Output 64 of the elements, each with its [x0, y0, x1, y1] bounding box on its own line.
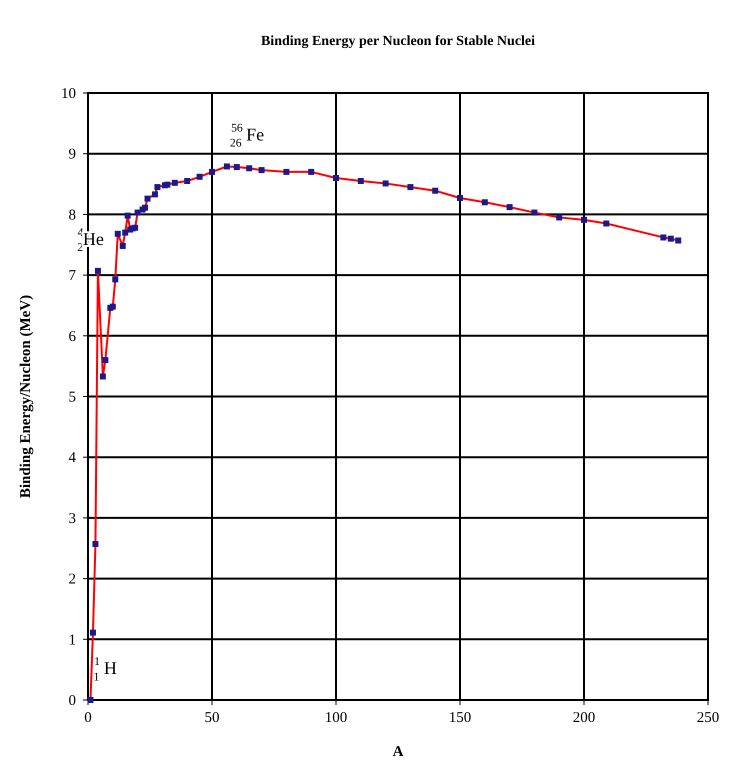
point [258, 167, 265, 174]
x-tick-label: 200 [572, 710, 596, 726]
point [432, 188, 438, 194]
x-tick-label: 250 [696, 710, 720, 726]
point [407, 184, 414, 190]
point [152, 191, 158, 198]
point [172, 180, 178, 186]
point [144, 196, 151, 202]
point [102, 357, 108, 364]
point [333, 174, 339, 181]
point [154, 184, 160, 190]
point [581, 216, 587, 223]
point [209, 168, 215, 175]
point [675, 238, 682, 244]
point [164, 182, 170, 188]
point [224, 163, 230, 170]
point [142, 204, 148, 211]
point [457, 195, 463, 202]
point [122, 230, 128, 236]
point [308, 168, 314, 175]
x-tick-label: 50 [204, 710, 220, 726]
x-tick-label: 0 [84, 710, 92, 726]
point [94, 268, 101, 274]
point [603, 220, 610, 227]
point [358, 178, 364, 184]
point [660, 234, 666, 240]
chart-title: Binding Energy per Nucleon for Stable Nuclei [260, 34, 536, 49]
y-tick-label: 7 [68, 268, 76, 284]
point [234, 164, 240, 170]
point [114, 230, 121, 237]
y-tick-label: 3 [68, 510, 76, 527]
x-tick-label: 100 [324, 710, 348, 726]
point [134, 210, 141, 216]
point [283, 168, 290, 175]
point [120, 242, 126, 249]
y-tick-label: 5 [68, 390, 76, 406]
point [132, 224, 138, 231]
y-tick-label: 4 [68, 450, 76, 466]
point [246, 165, 252, 172]
point [382, 180, 389, 186]
point [124, 212, 131, 219]
point [90, 630, 96, 636]
point [196, 174, 203, 180]
y-tick-label: 6 [68, 328, 76, 345]
y-tick-label: 2 [68, 572, 76, 588]
y-tick-label: 1 [68, 632, 76, 648]
y-tick-label: 8 [68, 207, 76, 224]
point [531, 210, 538, 216]
x-axis-title: A [392, 744, 404, 760]
point [556, 214, 562, 220]
point [87, 697, 94, 703]
point [668, 236, 674, 242]
point [110, 304, 116, 310]
y-tick-label: 9 [68, 146, 76, 163]
y-tick-label: 10 [61, 86, 76, 102]
point [482, 199, 488, 206]
point [112, 276, 118, 282]
point [184, 178, 190, 184]
x-tick-label: 150 [448, 710, 472, 726]
y-tick-label: 0 [68, 693, 76, 709]
point [506, 204, 513, 210]
point [92, 541, 98, 547]
point [100, 373, 106, 380]
y-axis-title: Binding Energy/Nucleon (MeV) [18, 294, 34, 498]
